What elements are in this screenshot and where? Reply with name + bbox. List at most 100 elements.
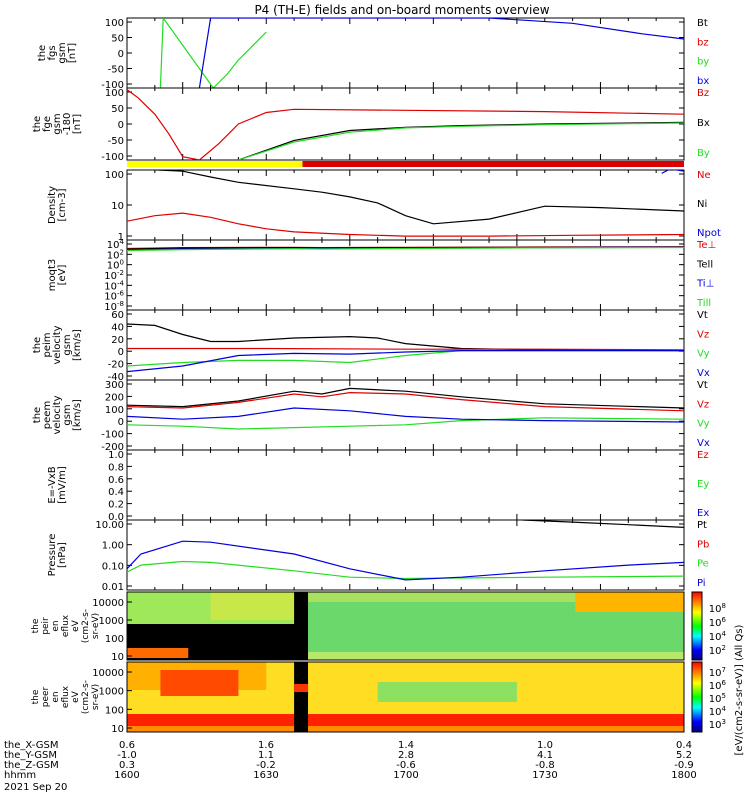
ylabel-line: [eV] — [57, 265, 68, 286]
ylabel-line: velocity — [52, 395, 63, 434]
legend-Vy: Vy — [697, 349, 710, 360]
ylabel-line: eV — [71, 690, 81, 703]
colorbar-tick: 104 — [709, 705, 727, 718]
ylabel-line: [km/s] — [72, 399, 83, 431]
panel-fge: the fge gsm -180 [nT] 100 50 0 -50 -100 Bz Bx By — [32, 87, 710, 163]
x-axis-value: 0.4 — [676, 740, 692, 751]
spec-band — [127, 648, 189, 658]
spec-gap — [294, 662, 309, 732]
spectrogram-peer: the peer en eflux eV (cm2-s-sr-eV) 10000 1000 10… — [31, 661, 685, 735]
colorbar-label: [eV/(cm2-s-sr-eV)] (All Qs) — [734, 624, 745, 755]
series-Till — [127, 246, 684, 252]
legend-Ez: Ez — [697, 450, 709, 461]
x-axis-value: 1800 — [671, 770, 696, 781]
ylabel-line: en — [51, 691, 61, 702]
legend-Ti⊥: Ti⊥ — [696, 279, 714, 290]
y-tick-label: 0.2 — [108, 500, 124, 511]
legend-Bx: Bx — [697, 118, 710, 129]
legend-Bt: Bt — [697, 18, 708, 29]
x-axis-value: 0.6 — [119, 740, 135, 751]
legend-Vx: Vx — [697, 438, 710, 449]
y-tick-label: 1000 — [99, 687, 124, 698]
legend-Vz: Vz — [697, 329, 709, 340]
y-tick-label: 10 — [111, 724, 124, 735]
ylabel-line: peim — [42, 332, 53, 357]
spec-band — [305, 652, 684, 660]
ylabel-line: peir — [41, 617, 51, 635]
y-tick-label: 100 — [105, 405, 124, 416]
y-tick-label: -100 — [101, 80, 124, 91]
legend-Vy: Vy — [697, 419, 710, 430]
ylabel-line: the — [37, 45, 48, 61]
colorbar-bottom — [691, 661, 703, 733]
y-tick-label: 0 — [118, 120, 124, 131]
x-axis-value: 1.1 — [258, 750, 274, 761]
x-axis-value: 1630 — [253, 770, 278, 781]
legend-Npot: Npot — [697, 228, 721, 239]
ylabel-line: Density — [47, 186, 58, 224]
ylabel-line: en — [51, 620, 61, 631]
ylabel-line: [nPa] — [57, 542, 68, 568]
panel-frame — [126, 169, 685, 241]
spec-band — [377, 682, 517, 702]
x-axis-value: 1.6 — [258, 740, 274, 751]
legend-Pt: Pt — [697, 520, 707, 531]
series-Npot — [661, 170, 684, 174]
series-Vt — [127, 323, 684, 352]
colorbar-top — [691, 591, 703, 661]
ylabel-line: gsm — [52, 113, 63, 134]
x-axis-value: 4.1 — [537, 750, 553, 761]
y-tick-label: 1 — [118, 232, 124, 243]
y-tick-label: 10-8 — [104, 300, 124, 313]
mode-bar — [127, 161, 684, 167]
colorbar-tick: 108 — [709, 602, 726, 615]
mode-bar-segment — [302, 161, 684, 167]
y-tick-label: 100 — [105, 705, 124, 716]
spec-band — [294, 684, 309, 692]
x-axis-row-label: hhmm — [4, 770, 36, 781]
legend-Pi: Pi — [697, 578, 706, 589]
y-tick-label: 0 — [118, 49, 124, 60]
mode-bar-segment — [127, 161, 303, 167]
colorbar-tick: 107 — [709, 666, 726, 679]
spec-band — [127, 726, 684, 732]
y-tick-label: 100 — [105, 18, 124, 29]
y-tick-label: 0.4 — [108, 487, 124, 498]
x-axis-row-label: the_Y-GSM — [4, 750, 57, 761]
x-axis-value: -0.8 — [535, 760, 555, 771]
ylabel-line: gsm — [57, 42, 68, 63]
x-axis-value: 0.3 — [119, 760, 135, 771]
legend-Ne: Ne — [697, 170, 711, 181]
panel-frame — [126, 309, 685, 381]
y-tick-label: 0 — [118, 347, 124, 358]
series-Pi — [127, 540, 684, 581]
ylabel-line: -180 — [62, 113, 73, 136]
y-tick-label: 100 — [105, 634, 124, 645]
spec-band — [210, 592, 303, 620]
series-Vx — [127, 350, 684, 373]
y-tick-label: 0.6 — [108, 475, 124, 486]
panel-frame — [126, 661, 685, 733]
colorbar-tick: 105 — [709, 692, 726, 705]
ylabel-line: fgs — [47, 45, 58, 60]
x-axis-value: 5.2 — [676, 750, 692, 761]
series-Ne — [127, 212, 684, 237]
ylabel-line: the — [32, 407, 43, 423]
y-tick-label: 1.0 — [108, 450, 124, 461]
legend-bx: bx — [697, 76, 709, 87]
series-Vz — [127, 347, 684, 351]
x-axis-value: 1600 — [114, 770, 139, 781]
y-tick-label: -100 — [101, 152, 124, 163]
y-tick-label: -100 — [101, 430, 124, 441]
x-axis-value: 1.0 — [537, 740, 553, 751]
y-tick-label: 10-2 — [104, 269, 124, 282]
y-tick-label: 10000 — [92, 668, 124, 679]
series-Pt — [522, 520, 684, 528]
y-tick-label: 104 — [107, 238, 125, 251]
colorbar-tick: 103 — [709, 718, 726, 731]
